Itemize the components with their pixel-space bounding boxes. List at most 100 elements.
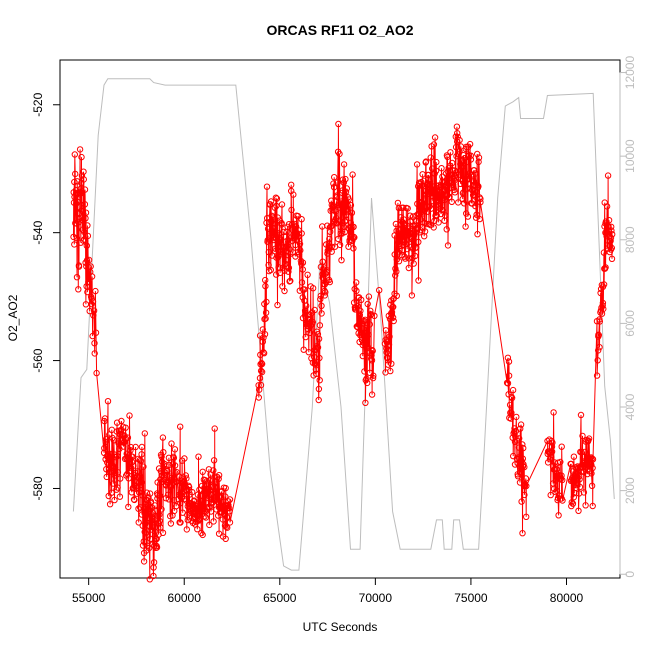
o2-point	[280, 228, 287, 236]
y2-tick-label: 8000	[623, 226, 637, 253]
o2-point	[433, 158, 440, 166]
o2-point	[602, 264, 609, 271]
o2-point	[170, 454, 178, 462]
o2-point	[262, 276, 269, 284]
o2-point	[334, 179, 341, 186]
o2-point	[170, 497, 178, 504]
o2-point	[421, 228, 429, 235]
o2-point	[136, 456, 143, 464]
o2-point	[589, 464, 596, 472]
o2-point	[294, 212, 302, 220]
o2-point	[475, 154, 483, 161]
o2-point	[225, 501, 232, 509]
o2-point	[138, 511, 146, 518]
o2-point	[362, 399, 369, 406]
o2-point	[309, 319, 316, 326]
o2-point	[587, 454, 595, 461]
o2-point	[447, 149, 454, 156]
o2-point	[192, 511, 200, 519]
o2-point	[596, 318, 603, 325]
o2-point	[103, 452, 111, 460]
o2-point	[139, 492, 146, 499]
o2-point	[575, 507, 582, 514]
o2-point	[444, 153, 451, 161]
o2-point	[326, 235, 333, 243]
o2-point	[599, 299, 607, 307]
o2-point	[315, 396, 322, 404]
o2-point	[589, 455, 596, 462]
o2-point	[605, 217, 613, 224]
o2-point	[405, 264, 412, 272]
o2-point	[319, 258, 326, 265]
o2-point	[521, 481, 529, 488]
o2-point	[405, 255, 413, 262]
o2-point	[160, 449, 167, 456]
o2-point	[297, 247, 304, 254]
o2-point	[104, 398, 112, 405]
o2-point	[425, 171, 432, 179]
o2-point	[177, 423, 184, 430]
o2-point	[315, 385, 323, 393]
o2-point	[568, 460, 575, 468]
o2-point	[389, 314, 397, 321]
o2-point	[324, 222, 331, 229]
o2-point	[439, 173, 446, 180]
plot-area	[70, 78, 616, 583]
o2-point	[210, 518, 217, 525]
o2-point	[181, 455, 188, 462]
o2-point	[285, 264, 293, 272]
o2-point	[282, 260, 289, 268]
o2-point	[169, 479, 177, 486]
o2-point	[162, 495, 170, 502]
o2-point	[90, 307, 98, 314]
o2-point	[461, 200, 468, 207]
o2-point	[318, 302, 325, 309]
o2-point	[449, 159, 456, 167]
o2-point	[124, 434, 132, 441]
o2-point	[588, 482, 596, 489]
o2-point	[210, 457, 218, 464]
o2-point	[435, 219, 442, 226]
o2-point	[363, 321, 370, 329]
o2-point	[129, 453, 136, 460]
o2-point	[597, 289, 604, 297]
o2-point	[101, 415, 109, 422]
o2-point	[80, 168, 87, 175]
o2-point	[314, 344, 322, 351]
o2-point	[153, 544, 161, 551]
o2-point	[198, 482, 206, 490]
o2-point	[108, 451, 115, 458]
o2-point	[198, 529, 205, 537]
o2-point	[225, 498, 232, 505]
o2-point	[290, 191, 297, 198]
x-tick-label: 60000	[168, 591, 202, 605]
o2-point	[92, 329, 100, 336]
o2-point	[137, 473, 144, 480]
o2-point	[467, 156, 475, 163]
o2-point	[309, 285, 317, 292]
o2-point	[281, 267, 288, 274]
o2-point	[388, 360, 395, 367]
o2-point	[74, 198, 81, 206]
o2-point	[427, 154, 434, 161]
o2-point	[288, 181, 295, 189]
o2-point	[557, 458, 564, 466]
o2-point	[274, 301, 281, 309]
o2-point	[159, 529, 167, 536]
o2-point	[316, 322, 324, 329]
o2-point	[199, 531, 206, 539]
o2-point	[442, 212, 449, 219]
o2-point	[110, 437, 118, 444]
o2-point	[384, 361, 392, 368]
o2-point	[345, 196, 352, 203]
o2-point	[570, 494, 577, 501]
y-tick-label: -520	[31, 92, 45, 116]
o2-point	[559, 476, 566, 484]
o2-point	[201, 513, 208, 520]
o2-point	[551, 466, 558, 473]
y-tick-label: -540	[31, 220, 45, 244]
o2-point	[101, 417, 108, 425]
o2-point	[457, 180, 464, 188]
o2-point	[341, 218, 349, 225]
o2-point	[433, 211, 440, 219]
